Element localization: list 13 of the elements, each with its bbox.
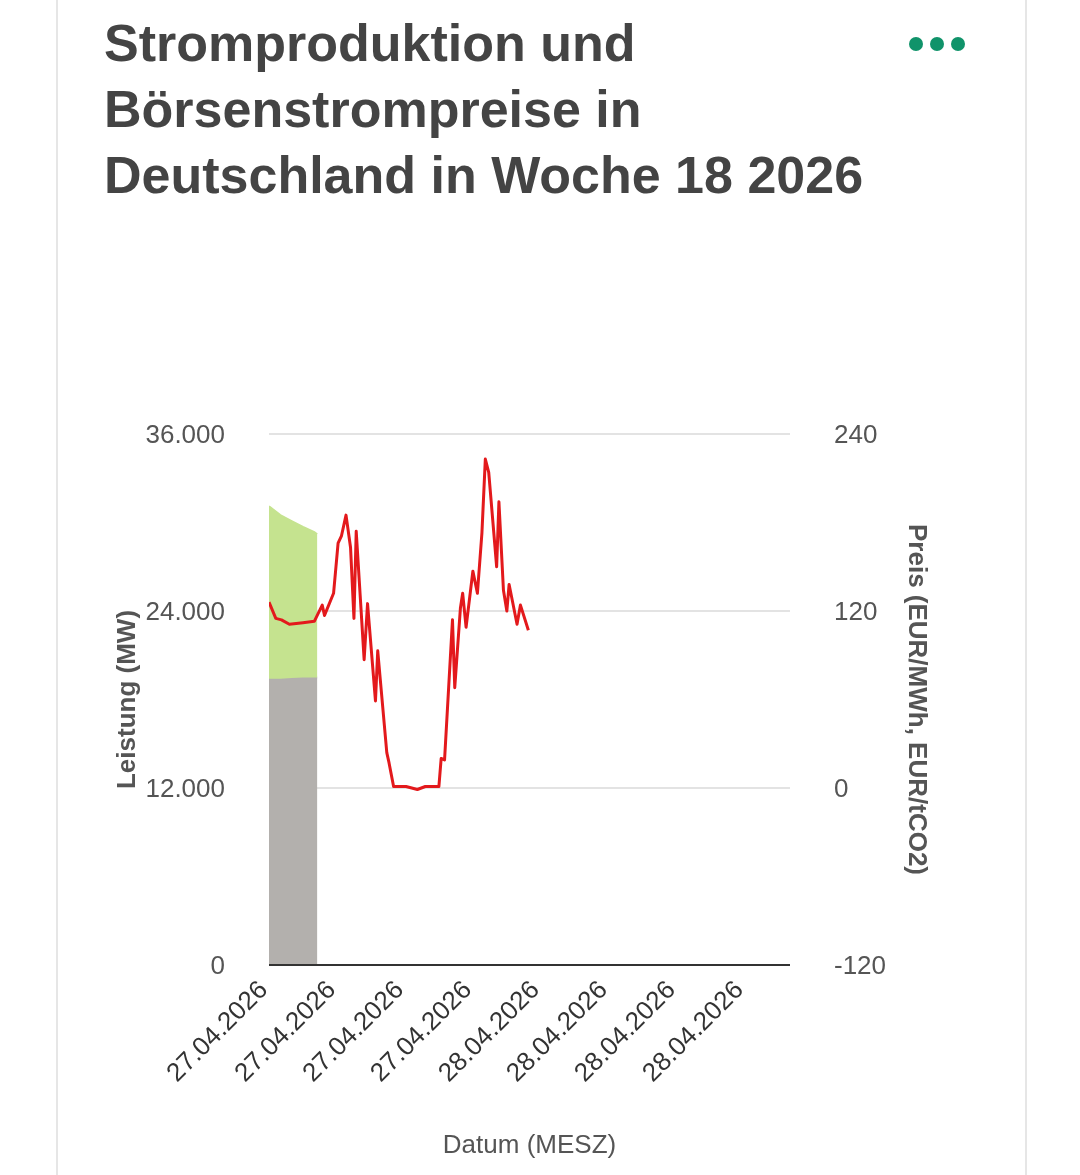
- chart-title: Stromproduktion und Börsenstrompreise in Deutschland in Woche 18 2026: [104, 13, 865, 206]
- y-tick-label: 12.000: [145, 773, 225, 804]
- line-series: [269, 457, 530, 791]
- y2-tick-label: 0: [834, 773, 849, 804]
- y2-tick-label: -120: [834, 950, 887, 981]
- y2-tick-label: 120: [834, 596, 878, 627]
- y2-tick-label: 240: [834, 419, 878, 450]
- y-tick-label: 24.000: [145, 596, 225, 627]
- y-tick-label: 36.000: [145, 419, 225, 450]
- y-axis-title: Leistung (MW): [111, 609, 141, 790]
- x-axis-title: Datum (MESZ): [442, 1129, 617, 1159]
- y2-axis-title: Preis (EUR/MWh, EUR/tCO2): [903, 523, 933, 876]
- y-tick-label: 0: [210, 950, 225, 981]
